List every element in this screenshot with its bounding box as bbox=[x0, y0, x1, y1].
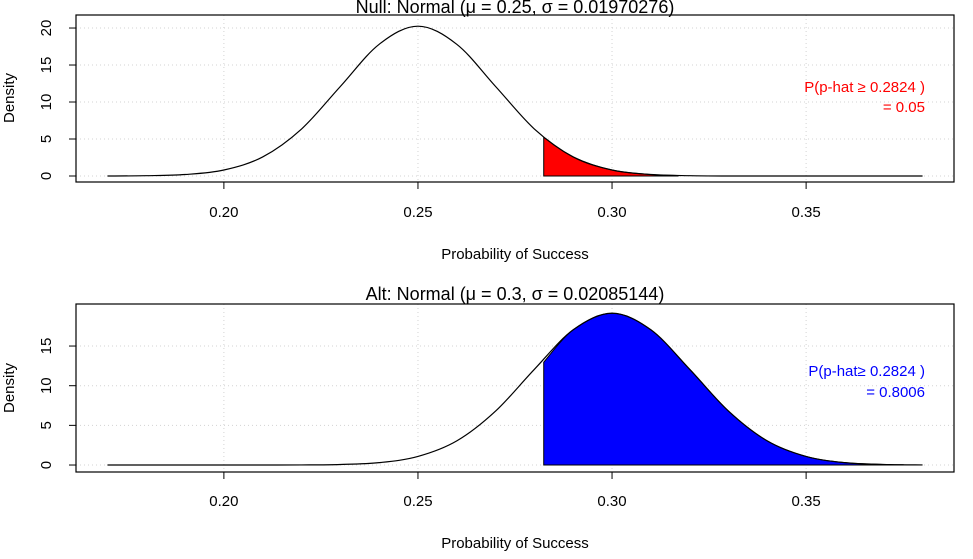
x-axis-label: Probability of Success bbox=[441, 535, 589, 552]
x-tick-label: 0.30 bbox=[597, 493, 626, 510]
x-tick-label: 0.35 bbox=[792, 493, 821, 510]
annotation: P(p-hat≥ 0.2824 ) bbox=[808, 363, 925, 380]
y-tick-label: 20 bbox=[38, 20, 55, 37]
annotation: P(p-hat ≥ 0.2824 ) bbox=[804, 79, 925, 96]
y-tick-label: 5 bbox=[38, 135, 55, 143]
panel: 0.20 0.25 0.30 0.35 0 5 10 15 Alt: Normal (μ = 0… bbox=[1, 284, 955, 552]
x-tick-label: 0.20 bbox=[209, 493, 238, 510]
y-tick-label: 0 bbox=[38, 461, 55, 469]
density-curve bbox=[107, 25, 923, 177]
x-axis-label: Probability of Success bbox=[441, 246, 589, 263]
y-tick-label: 15 bbox=[38, 57, 55, 74]
y-axis-label: Density bbox=[1, 72, 18, 123]
x-tick-label: 0.35 bbox=[792, 204, 821, 221]
shaded-area bbox=[543, 312, 904, 466]
y-tick-label: 10 bbox=[38, 377, 55, 394]
y-tick-label: 0 bbox=[38, 172, 55, 180]
y-tick-label: 5 bbox=[38, 421, 55, 429]
y-axis-label: Density bbox=[1, 362, 18, 413]
chart-title: Null: Normal (μ = 0.25, σ = 0.01970276) bbox=[356, 0, 675, 17]
annotation: = 0.8006 bbox=[866, 384, 925, 401]
plot-frame bbox=[75, 303, 955, 473]
y-tick-label: 10 bbox=[38, 94, 55, 111]
x-tick-label: 0.30 bbox=[597, 204, 626, 221]
panel: 0.20 0.25 0.30 0.35 0 5 10 15 20 Null: Normal (μ … bbox=[1, 0, 955, 263]
x-tick-label: 0.25 bbox=[403, 204, 432, 221]
y-tick-label: 15 bbox=[38, 338, 55, 355]
x-tick-label: 0.20 bbox=[209, 204, 238, 221]
density-curve bbox=[107, 312, 923, 466]
chart-title: Alt: Normal (μ = 0.3, σ = 0.02085144) bbox=[366, 284, 665, 304]
x-tick-label: 0.25 bbox=[403, 493, 432, 510]
plot-frame bbox=[75, 14, 955, 183]
annotation: = 0.05 bbox=[883, 99, 925, 116]
